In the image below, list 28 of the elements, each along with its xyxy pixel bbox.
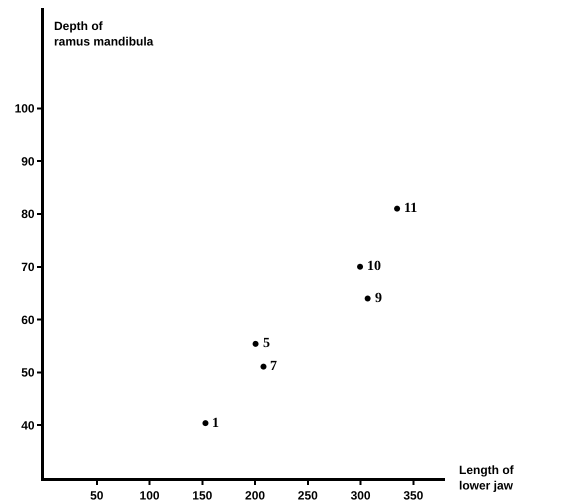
annotation: 1 — [212, 416, 219, 431]
point — [252, 340, 259, 347]
x-tick-label: 350 — [403, 488, 424, 500]
y-tick-label: 80 — [21, 207, 35, 222]
point — [357, 264, 364, 270]
point — [364, 295, 371, 302]
x-tick-label: 50 — [90, 488, 104, 500]
y-axis-title: Depth of ramus mandibula — [54, 19, 154, 49]
point — [260, 364, 266, 370]
annotation: 10 — [367, 259, 381, 274]
y-tick-label: 40 — [21, 418, 35, 432]
annotation: 7 — [270, 359, 277, 374]
x-tick-label: 300 — [350, 488, 371, 500]
annotation: 9 — [375, 291, 382, 306]
y-tick-label: 70 — [21, 260, 35, 274]
annotation: 5 — [263, 336, 270, 351]
y-tick-label: 50 — [21, 366, 35, 380]
x-tick-label: 100 — [140, 488, 160, 500]
y-tick-label: 90 — [21, 154, 35, 168]
x-tick-label: 200 — [245, 488, 266, 500]
annotation: 11 — [404, 201, 418, 216]
x-tick-label: 150 — [192, 488, 213, 500]
x-axis-title: Length of lower jaw — [459, 463, 515, 493]
y-tick-label: 100 — [14, 102, 35, 116]
point — [202, 420, 208, 426]
y-tick-label: 60 — [21, 312, 35, 327]
point — [394, 206, 400, 212]
x-tick-label: 250 — [298, 488, 318, 500]
